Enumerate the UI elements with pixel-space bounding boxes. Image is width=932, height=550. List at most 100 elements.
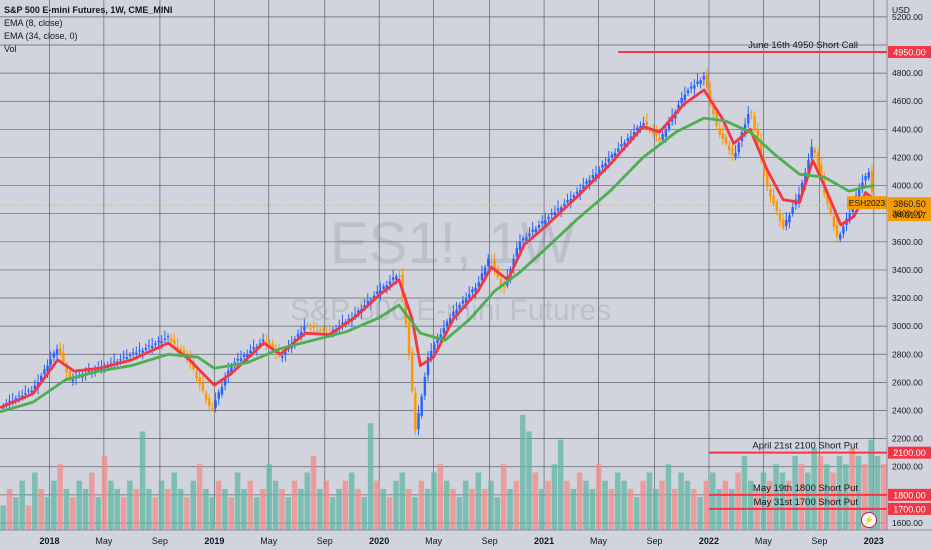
chart-legend: S&P 500 E-mini Futures, 1W, CME_MINI EMA… bbox=[4, 4, 172, 56]
candle-body bbox=[762, 159, 766, 175]
candle-body bbox=[271, 343, 274, 349]
candle-body bbox=[372, 295, 376, 299]
volume-bar bbox=[222, 488, 228, 530]
volume-bar bbox=[862, 464, 868, 530]
candle-body bbox=[252, 347, 255, 350]
volume-bar bbox=[51, 480, 57, 530]
y-tick-label: 4000.00 bbox=[892, 181, 923, 191]
volume-bar bbox=[627, 488, 634, 530]
legend-ema-fast[interactable]: EMA (8, close) bbox=[4, 18, 63, 28]
lightning-icon[interactable]: ⚡ bbox=[861, 512, 877, 528]
volume-bar bbox=[462, 480, 469, 530]
candle-body bbox=[791, 207, 794, 214]
x-tick-label: Sep bbox=[647, 536, 663, 546]
volume-bar bbox=[234, 472, 241, 530]
candle-body bbox=[870, 170, 874, 192]
legend-title[interactable]: S&P 500 E-mini Futures, 1W, CME_MINI bbox=[4, 5, 173, 15]
candle-body bbox=[620, 144, 623, 147]
volume-bar bbox=[209, 497, 216, 530]
volume-bar bbox=[748, 480, 754, 530]
candle-body bbox=[414, 393, 417, 431]
candle-body bbox=[176, 346, 179, 350]
candle-body bbox=[559, 207, 563, 211]
volume-bar bbox=[507, 488, 513, 530]
symbol-tag bbox=[847, 196, 887, 210]
candle-body bbox=[71, 379, 75, 382]
volume-bar bbox=[253, 497, 260, 530]
volume-bar bbox=[450, 488, 456, 530]
candle-body bbox=[499, 279, 503, 287]
candle-body bbox=[347, 318, 350, 321]
volume-bar bbox=[120, 497, 127, 530]
volume-bar bbox=[710, 472, 716, 530]
legend-ema-slow[interactable]: EMA (34, close, 0) bbox=[4, 31, 78, 41]
y-tick-label: 5200.00 bbox=[892, 12, 923, 22]
candle-body bbox=[464, 298, 468, 303]
volume-bar bbox=[139, 431, 146, 530]
candle-body bbox=[43, 369, 46, 375]
candle-body bbox=[515, 248, 519, 257]
volume-bar bbox=[405, 488, 412, 530]
candle-body bbox=[376, 291, 379, 294]
level-price-value: 1800.00 bbox=[893, 490, 926, 500]
candle-body bbox=[474, 287, 477, 292]
candle-body bbox=[728, 145, 731, 151]
candle-body bbox=[150, 345, 154, 348]
candle-body bbox=[839, 234, 842, 240]
volume-bar bbox=[6, 488, 13, 530]
level-price-tag bbox=[888, 446, 931, 459]
candle-body bbox=[604, 163, 607, 168]
candle-body bbox=[588, 179, 591, 184]
volume-bar bbox=[184, 497, 190, 530]
candle-body bbox=[395, 276, 398, 280]
candle-body bbox=[227, 370, 230, 377]
candle-body bbox=[712, 101, 715, 114]
x-tick-label: Sep bbox=[482, 536, 498, 546]
candle-body bbox=[655, 131, 658, 136]
volume-bar bbox=[798, 464, 805, 530]
candle-body bbox=[528, 233, 531, 237]
volume-bar bbox=[652, 488, 659, 530]
candle-body bbox=[626, 138, 629, 142]
candle-body bbox=[429, 350, 433, 360]
candle-body bbox=[468, 294, 471, 298]
candle-body bbox=[537, 225, 541, 228]
volume-bar bbox=[323, 480, 330, 530]
candle-body bbox=[778, 213, 782, 221]
volume-bar bbox=[443, 480, 450, 530]
y-tick-label: 3800.00 bbox=[892, 209, 923, 219]
volume-bar bbox=[196, 464, 203, 530]
candle-body bbox=[664, 129, 668, 137]
candle-body bbox=[223, 378, 227, 386]
candle-body bbox=[436, 338, 439, 343]
legend-vol[interactable]: Vol bbox=[4, 44, 17, 54]
candle-body bbox=[521, 238, 525, 241]
volume-bar bbox=[557, 439, 564, 530]
x-tick-label: Sep bbox=[317, 536, 333, 546]
candle-body bbox=[331, 329, 335, 332]
candle-body bbox=[439, 334, 442, 341]
volume-bar bbox=[494, 497, 501, 530]
volume-bar bbox=[595, 464, 602, 530]
candle-body bbox=[125, 357, 129, 360]
volume-bar bbox=[95, 497, 101, 530]
candle-body bbox=[709, 89, 712, 103]
last-price-value: 3860.50 bbox=[893, 199, 926, 209]
volume-bar bbox=[481, 488, 488, 530]
volume-bar bbox=[431, 472, 437, 530]
level-price-tag bbox=[888, 46, 931, 59]
candle-body bbox=[128, 354, 132, 357]
candle-body bbox=[328, 332, 331, 334]
volume-bar bbox=[874, 456, 881, 530]
volume-bar bbox=[317, 488, 323, 530]
volume-bar bbox=[228, 497, 235, 530]
volume-bar bbox=[424, 488, 431, 530]
candle-body bbox=[642, 123, 645, 126]
volume-bar bbox=[665, 464, 672, 530]
volume-bar bbox=[266, 464, 273, 530]
volume-bar bbox=[336, 488, 342, 530]
x-tick-label: Sep bbox=[152, 536, 168, 546]
candle-body bbox=[407, 322, 411, 355]
